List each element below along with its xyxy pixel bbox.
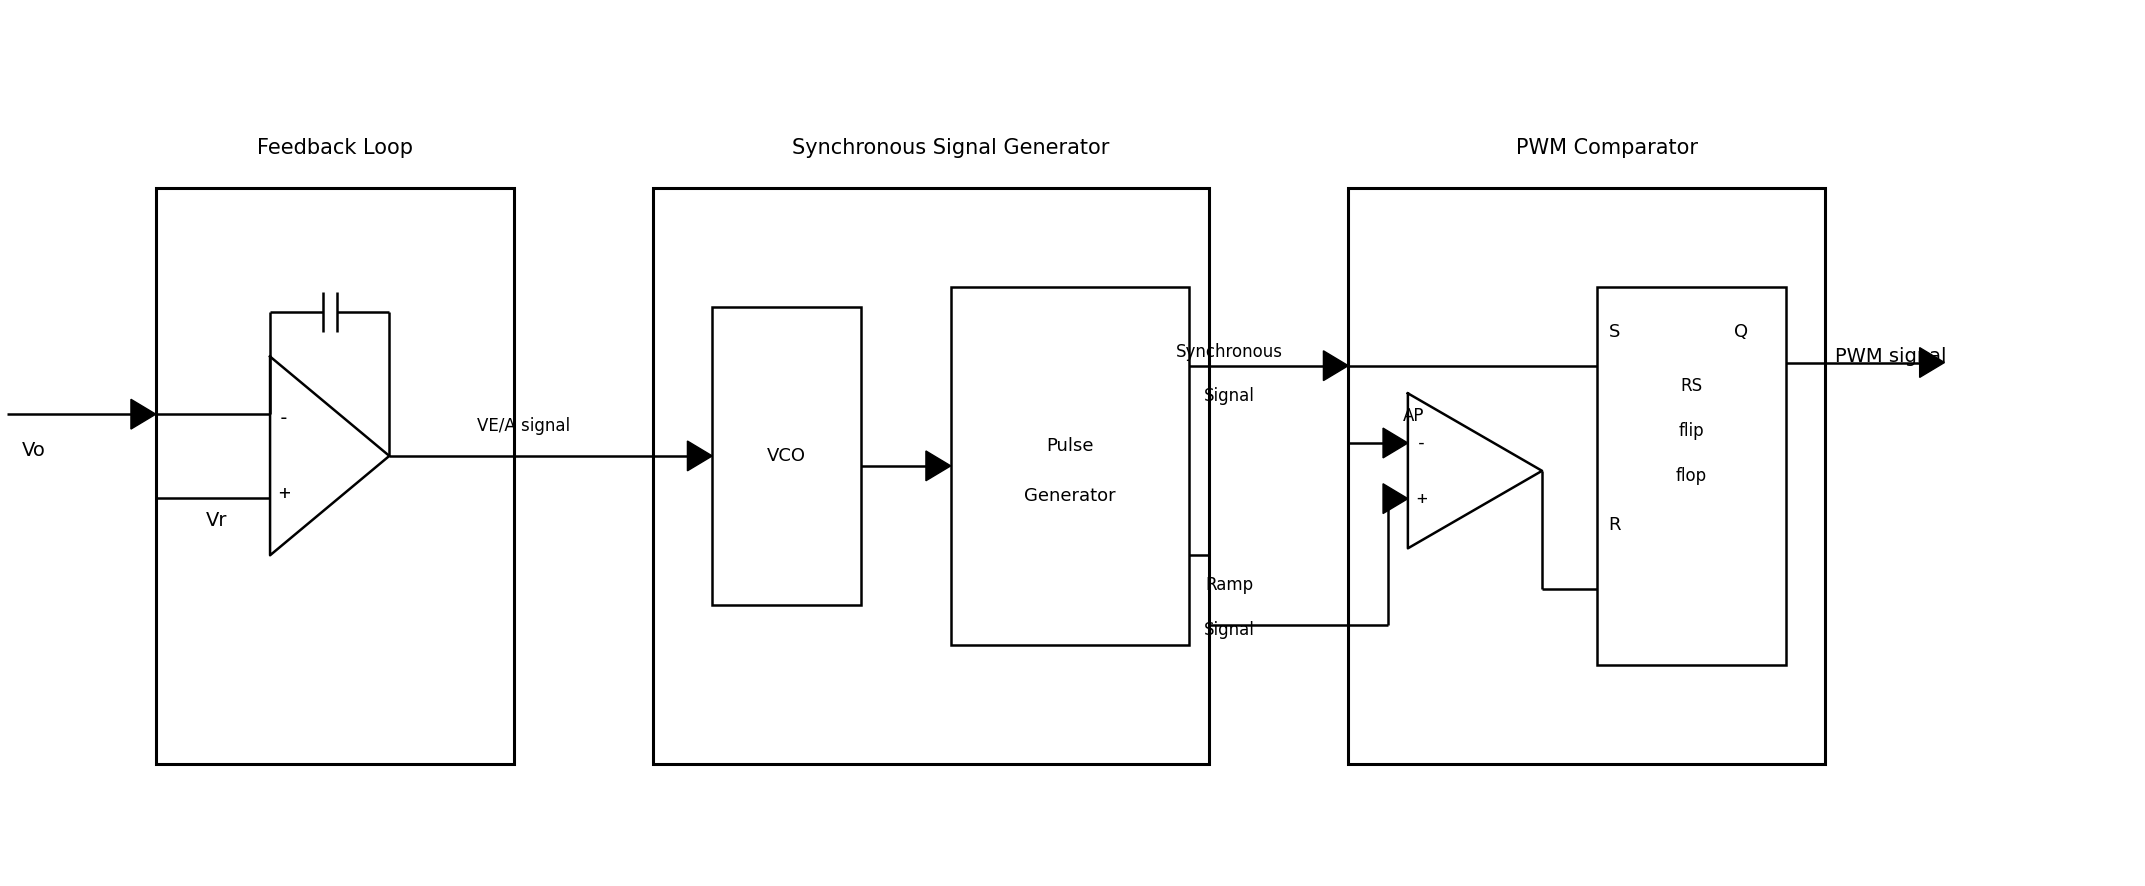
- Polygon shape: [927, 451, 950, 481]
- Text: AP: AP: [1403, 408, 1424, 425]
- Bar: [1596, 287, 1785, 664]
- Text: -: -: [279, 408, 290, 428]
- Text: Vo: Vo: [21, 441, 45, 461]
- Text: Synchronous: Synchronous: [1175, 343, 1283, 361]
- Polygon shape: [1384, 484, 1407, 514]
- Text: PWM signal: PWM signal: [1836, 347, 1948, 366]
- Text: Vr: Vr: [206, 511, 227, 530]
- Text: PWM Comparator: PWM Comparator: [1517, 138, 1697, 158]
- Text: -: -: [1416, 434, 1426, 452]
- Text: +: +: [1416, 490, 1426, 508]
- Text: Pulse: Pulse: [1047, 437, 1094, 455]
- Polygon shape: [1920, 347, 1946, 377]
- Text: +: +: [279, 484, 290, 503]
- Text: R: R: [1609, 517, 1622, 534]
- Text: Signal: Signal: [1203, 387, 1255, 405]
- Polygon shape: [1323, 351, 1349, 381]
- Text: Ramp: Ramp: [1205, 576, 1253, 595]
- Text: Signal: Signal: [1203, 621, 1255, 639]
- Text: Generator: Generator: [1023, 486, 1115, 505]
- Text: Feedback Loop: Feedback Loop: [257, 138, 412, 158]
- Text: RS: RS: [1680, 377, 1703, 395]
- Polygon shape: [686, 441, 712, 470]
- Bar: [157, 188, 513, 764]
- Bar: [1349, 188, 1825, 764]
- Text: VCO: VCO: [768, 447, 807, 465]
- Text: VE/A signal: VE/A signal: [476, 417, 571, 435]
- Polygon shape: [131, 400, 157, 429]
- Polygon shape: [1384, 428, 1407, 458]
- Bar: [652, 188, 1210, 764]
- Bar: [712, 307, 862, 605]
- Text: S: S: [1609, 323, 1619, 341]
- Text: flip: flip: [1677, 422, 1703, 440]
- Text: flop: flop: [1675, 467, 1707, 485]
- Text: Q: Q: [1733, 323, 1748, 341]
- Text: Synchronous Signal Generator: Synchronous Signal Generator: [792, 138, 1109, 158]
- Bar: [950, 287, 1188, 645]
